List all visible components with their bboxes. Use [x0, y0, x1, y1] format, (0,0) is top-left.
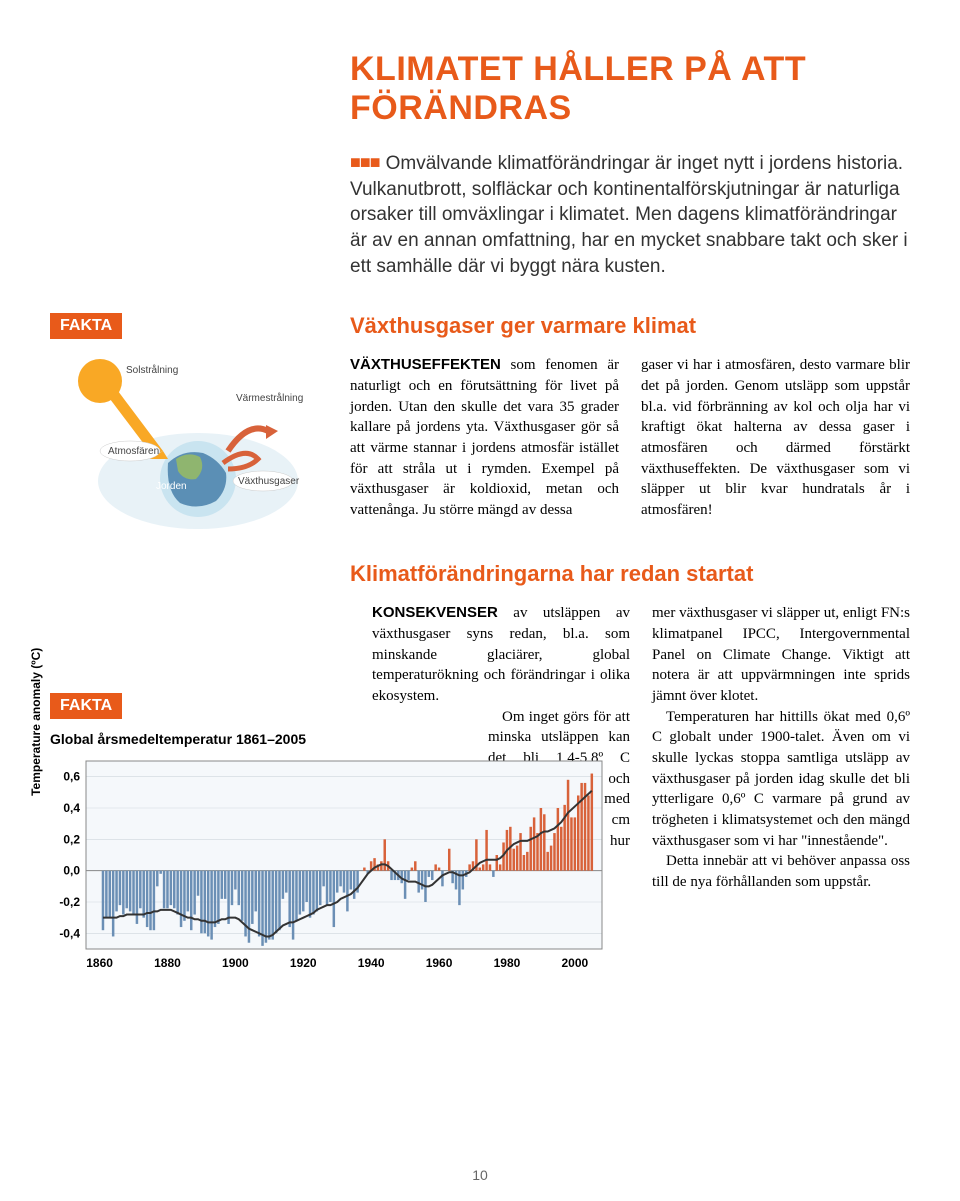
label-atmos: Atmosfären	[108, 446, 159, 457]
svg-text:1960: 1960	[426, 956, 453, 970]
section1-col2-text: gaser vi har i atmosfären, desto varmare…	[641, 355, 910, 521]
section2-col2c: Detta innebär att vi behöver anpassa oss…	[652, 851, 910, 892]
section2-lead: KONSEKVENSER	[372, 604, 498, 621]
fakta-badge-2: FAKTA	[50, 693, 122, 719]
svg-text:0,6: 0,6	[63, 770, 80, 784]
bullet-squares: ■■■	[350, 150, 380, 174]
svg-text:1980: 1980	[494, 956, 521, 970]
section1-col1-text: som fenomen är naturligt och en förutsät…	[350, 357, 619, 518]
section1-col1: VÄXTHUSEFFEKTEN som fenomen är naturligt…	[350, 355, 619, 521]
svg-text:-0,2: -0,2	[59, 895, 80, 909]
label-gas: Växthusgaser	[238, 476, 299, 487]
label-solar: Solstrålning	[126, 365, 178, 376]
section1-col2: gaser vi har i atmosfären, desto varmare…	[641, 355, 910, 521]
section2-col2: mer växthusgaser vi släpper ut, enligt F…	[652, 603, 910, 893]
section-consequences: Klimatförändringarna har redan startat F…	[50, 561, 910, 973]
y-axis-label: Temperature anomaly (ºC)	[29, 648, 43, 796]
section1-title: Växthusgaser ger varmare klimat	[350, 313, 910, 339]
svg-text:0,0: 0,0	[63, 864, 80, 878]
svg-text:1900: 1900	[222, 956, 249, 970]
intro-paragraph: ■■■Omvälvande klimatförändringar är inge…	[350, 150, 910, 279]
page-number: 10	[472, 1167, 488, 1183]
intro-text: Omvälvande klimatförändringar är inget n…	[350, 153, 908, 277]
section-greenhouse: FAKTA	[50, 313, 910, 531]
svg-text:1920: 1920	[290, 956, 317, 970]
label-heat: Värmestrålning	[236, 393, 303, 404]
svg-text:1880: 1880	[154, 956, 181, 970]
svg-text:-0,4: -0,4	[59, 927, 80, 941]
section2-col2a: mer växthusgaser vi släpper ut, enligt F…	[652, 603, 910, 706]
page-title: KLIMATET HÅLLER PÅ ATT FÖRÄNDRAS	[350, 50, 910, 128]
temperature-chart: Temperature anomaly (ºC) -0,4-0,20,00,20…	[50, 753, 610, 973]
label-earth: Jorden	[156, 481, 187, 492]
svg-text:0,2: 0,2	[63, 833, 80, 847]
svg-text:0,4: 0,4	[63, 801, 80, 815]
section1-lead: VÄXTHUSEFFEKTEN	[350, 356, 501, 373]
svg-text:2000: 2000	[561, 956, 588, 970]
section2-col2b: Temperaturen har hittills ökat med 0,6º …	[652, 707, 910, 852]
svg-text:1940: 1940	[358, 956, 385, 970]
chart-svg: -0,4 -0,2 0,0 0,2 0,4 0,6 1860 1880 1900 1920 1940…	[50, 753, 610, 973]
fakta-badge: FAKTA	[50, 313, 122, 339]
section2-title: Klimatförändringarna har redan startat	[350, 561, 910, 587]
svg-text:1860: 1860	[86, 956, 113, 970]
greenhouse-diagram: Solstrålning Värmestrålning Atmosfären J…	[68, 351, 308, 531]
